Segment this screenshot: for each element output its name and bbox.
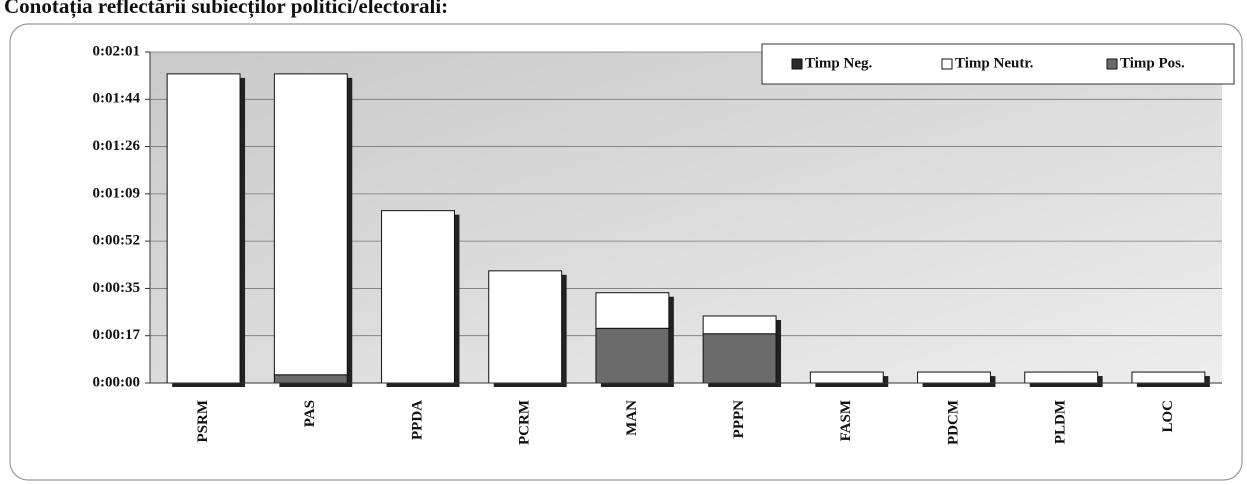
bar-segment <box>595 292 670 329</box>
y-tick-label: 0:01:44 <box>93 91 141 107</box>
chart-frame <box>9 23 1243 481</box>
legend-box <box>761 43 1235 85</box>
bar-segment <box>702 315 777 335</box>
bar-segment <box>702 333 777 384</box>
x-tick-label: LOC <box>1160 400 1176 433</box>
chart-title: Conotația reflectării subiecților politi… <box>4 0 448 19</box>
y-tick-label: 0:02:01 <box>93 43 141 59</box>
legend-swatch <box>941 58 953 70</box>
x-tick-label: PCRM <box>517 400 533 445</box>
bar-segment <box>809 371 884 384</box>
bar-segment <box>273 73 348 376</box>
legend-swatch <box>1106 58 1118 70</box>
x-tick-label: PLDM <box>1053 400 1069 444</box>
bar-segment <box>381 210 455 384</box>
x-tick-label: PDCM <box>945 400 961 445</box>
legend-label: Timp Neutr. <box>955 55 1034 71</box>
legend-swatch <box>791 58 803 70</box>
bar-segment <box>1131 371 1206 384</box>
y-tick-label: 0:00:17 <box>93 327 141 343</box>
x-tick-label: FASM <box>838 400 854 441</box>
x-tick-label: PPDA <box>409 400 425 440</box>
y-tick-label: 0:01:26 <box>93 138 141 154</box>
bar-segment <box>166 73 241 384</box>
x-tick-label: MAN <box>624 400 640 436</box>
bar-segment <box>488 270 563 384</box>
bar-segment <box>595 327 670 384</box>
bar-segment <box>273 374 348 384</box>
y-tick-label: 0:00:52 <box>93 233 141 249</box>
x-tick-label: PSRM <box>195 400 211 443</box>
y-tick-label: 0:01:09 <box>93 185 141 201</box>
x-tick-label: PAS <box>302 400 318 427</box>
y-tick-label: 0:00:00 <box>93 374 141 390</box>
y-tick-label: 0:00:35 <box>93 280 141 296</box>
bar-segment <box>917 371 991 384</box>
x-tick-label: PPPN <box>731 400 747 438</box>
legend-label: Timp Neg. <box>805 55 872 71</box>
bar-segment <box>1024 371 1099 384</box>
legend-label: Timp Pos. <box>1120 55 1185 71</box>
